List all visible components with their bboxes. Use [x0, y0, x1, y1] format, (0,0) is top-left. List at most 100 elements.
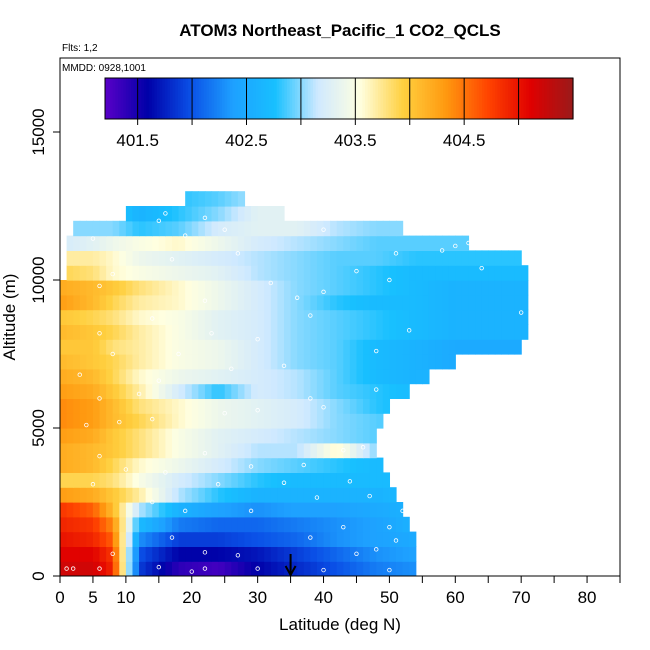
- heatmap-cell: [468, 309, 476, 325]
- sample-point: [387, 524, 392, 530]
- heatmap-cell: [125, 235, 134, 251]
- heatmap-cell: [514, 309, 522, 325]
- heatmap-cell: [264, 516, 272, 533]
- heatmap-cell: [422, 309, 430, 325]
- heatmap-cell: [257, 398, 265, 414]
- heatmap-cell: [139, 502, 147, 518]
- heatmap-cell: [119, 561, 127, 576]
- colorbar-segment: [279, 78, 283, 119]
- heatmap-cell: [363, 487, 371, 503]
- x-tick-label: 20: [182, 588, 201, 607]
- heatmap-cell: [277, 383, 285, 399]
- heatmap-cell: [508, 265, 516, 281]
- heatmap-cell: [389, 531, 397, 547]
- heatmap-cell: [303, 324, 311, 340]
- heatmap-cell: [165, 206, 173, 222]
- heatmap-cell: [244, 546, 252, 562]
- heatmap-cell: [521, 265, 529, 281]
- heatmap-cell: [389, 502, 397, 518]
- heatmap-cell: [119, 546, 127, 562]
- colorbar-segment: [567, 78, 571, 119]
- heatmap-cell: [224, 368, 232, 385]
- heatmap-cell: [363, 531, 371, 547]
- heatmap-cell: [125, 442, 134, 459]
- sample-point: [150, 316, 155, 321]
- heatmap-cell: [198, 191, 206, 207]
- heatmap-cell: [363, 442, 371, 459]
- heatmap-cell: [468, 339, 476, 355]
- heatmap-cell: [435, 294, 443, 311]
- heatmap-cell: [323, 383, 331, 399]
- heatmap-cell: [204, 220, 213, 237]
- heatmap-cell: [158, 502, 167, 518]
- heatmap-cell: [191, 413, 199, 429]
- heatmap-cell: [145, 428, 153, 444]
- heatmap-cell: [158, 220, 167, 237]
- colorbar-segment: [229, 78, 233, 119]
- heatmap-cell: [257, 309, 265, 325]
- heatmap-cell: [336, 413, 344, 429]
- heatmap-cell: [224, 546, 232, 562]
- heatmap-cell: [521, 324, 529, 340]
- heatmap-cell: [231, 354, 239, 370]
- heatmap-cell: [119, 309, 127, 325]
- heatmap-cell: [191, 457, 199, 473]
- heatmap-cell: [336, 250, 344, 266]
- heatmap-cell: [112, 531, 120, 547]
- sample-point: [235, 553, 241, 558]
- heatmap-cell: [99, 309, 107, 325]
- heatmap-cell: [356, 235, 364, 251]
- heatmap-cell: [264, 472, 272, 488]
- heatmap-cell: [191, 442, 199, 459]
- heatmap-cell: [316, 413, 325, 429]
- colorbar-segment: [502, 78, 506, 119]
- heatmap-cell: [204, 428, 213, 444]
- heatmap-cell: [204, 531, 213, 547]
- heatmap-cell: [106, 265, 114, 281]
- heatmap-cell: [224, 294, 232, 311]
- heatmap-cell: [119, 235, 127, 251]
- sample-point: [182, 508, 188, 514]
- colorbar-segment: [495, 78, 499, 119]
- heatmap-cell: [152, 398, 160, 414]
- heatmap-cell: [185, 457, 193, 473]
- heatmap-cell: [132, 561, 140, 576]
- y-axis-label: Altitude (m): [0, 274, 19, 361]
- heatmap-cell: [508, 294, 516, 311]
- heatmap-cell: [178, 561, 186, 576]
- heatmap-cell: [402, 368, 410, 385]
- heatmap-cell: [270, 561, 279, 576]
- heatmap-cell: [92, 235, 101, 251]
- heatmap-cell: [290, 383, 298, 399]
- sample-point: [70, 566, 76, 571]
- heatmap-cell: [349, 368, 358, 385]
- heatmap-cell: [158, 516, 167, 533]
- heatmap-cell: [284, 413, 292, 429]
- heatmap-cell: [224, 280, 232, 296]
- colorbar-segment: [482, 78, 486, 119]
- heatmap-cell: [185, 398, 193, 414]
- heatmap-cell: [60, 368, 68, 385]
- colorbar-segment: [435, 78, 439, 119]
- heatmap-cell: [277, 339, 285, 355]
- heatmap-cell: [139, 472, 147, 488]
- heatmap-cell: [92, 354, 101, 370]
- heatmap-cell: [73, 265, 81, 281]
- heatmap-cell: [349, 487, 358, 503]
- colorbar-segment: [510, 78, 514, 119]
- heatmap-cell: [409, 294, 417, 311]
- heatmap-cell: [409, 265, 417, 281]
- heatmap-cell: [343, 531, 351, 547]
- heatmap-cell: [237, 487, 246, 503]
- colorbar-segment: [180, 78, 184, 119]
- heatmap-cell: [316, 250, 325, 266]
- heatmap-cell: [303, 516, 311, 533]
- heatmap-cell: [178, 531, 186, 547]
- heatmap-cell: [323, 442, 331, 459]
- heatmap-cell: [343, 265, 351, 281]
- heatmap-cell: [125, 546, 134, 562]
- heatmap-cell: [428, 324, 437, 340]
- heatmap-cell: [79, 472, 87, 488]
- heatmap-cell: [303, 546, 311, 562]
- heatmap-cell: [237, 428, 246, 444]
